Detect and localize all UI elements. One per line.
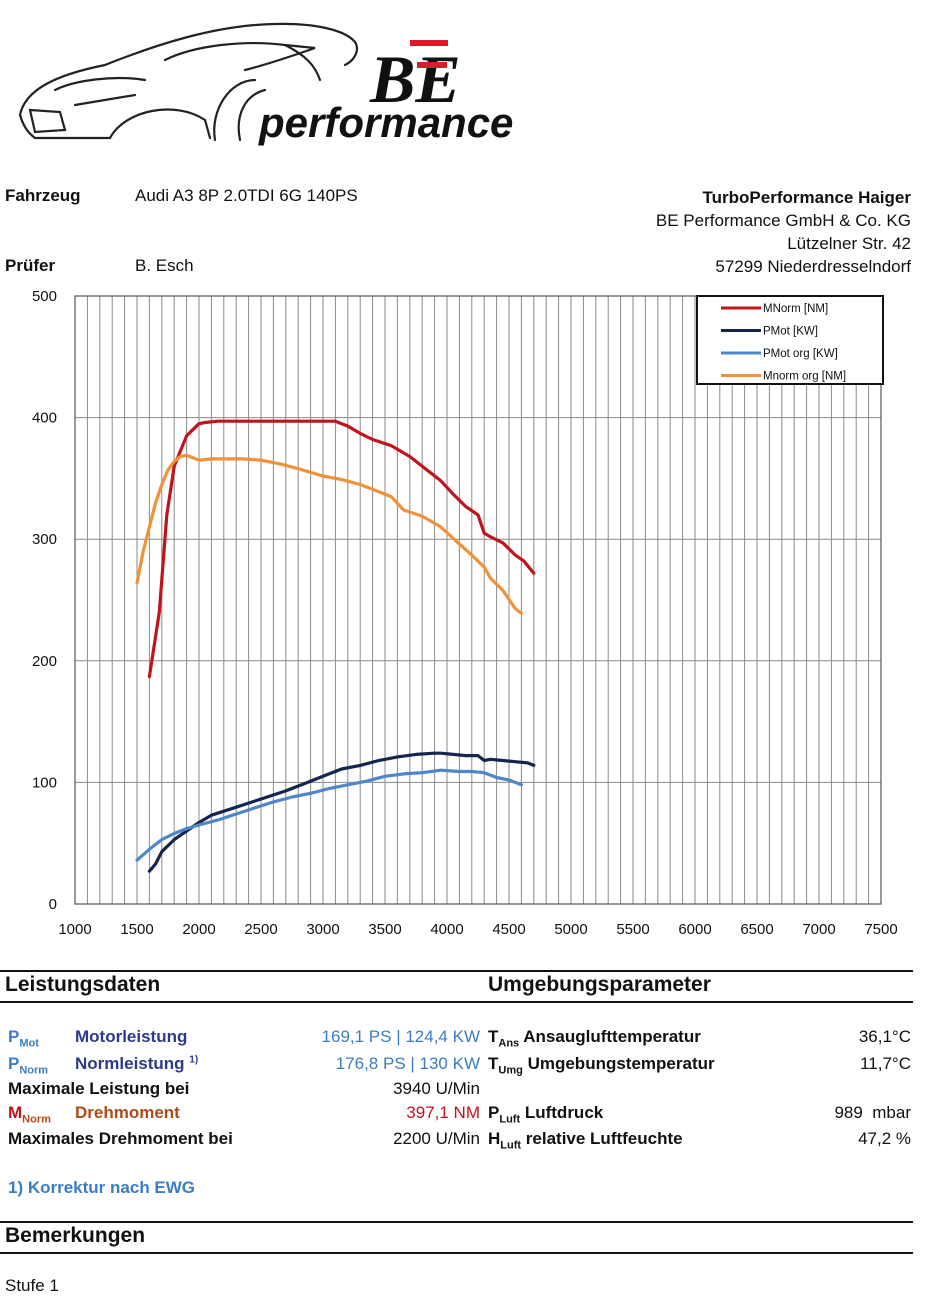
perf-value-motorleistung: 169,1 PS | 124,4 KW — [321, 1027, 480, 1046]
perf-label-max-power-rpm: Maximale Leistung bei — [8, 1079, 190, 1098]
x-tick-label: 1000 — [58, 921, 91, 938]
x-tick-label: 2500 — [244, 921, 277, 938]
logo-wordmark: performance — [258, 99, 513, 146]
series-line-3 — [135, 453, 523, 615]
company-city: 57299 Niederdresselndorf — [715, 257, 911, 276]
perf-symbol-pnorm: PNorm — [8, 1054, 49, 1077]
company-address: TurboPerformance Haiger BE Performance G… — [656, 186, 911, 278]
x-tick-label: 6000 — [678, 921, 711, 938]
x-tick-label: 1500 — [120, 921, 153, 938]
x-tick-label: 6500 — [740, 921, 773, 938]
company-street: Lützelner Str. 42 — [787, 234, 911, 253]
company-name: TurboPerformance Haiger — [702, 188, 911, 207]
legend-label: PMot [KW] — [763, 326, 818, 338]
series-line-0 — [147, 419, 536, 679]
perf-label-normleistung: Normleistung 1) — [75, 1054, 199, 1073]
env-label-luftdruck: PLuft Luftdruck — [488, 1103, 604, 1126]
x-tick-label: 5500 — [616, 921, 649, 938]
y-tick-label: 500 — [32, 288, 57, 305]
section-bar-remarks — [0, 1221, 913, 1254]
footnote-ewg: 1) Korrektur nach EWG — [8, 1178, 196, 1197]
env-label-luftfeuchte: HLuft relative Luftfeuchte — [488, 1129, 683, 1152]
legend-label: Mnorm org [NM] — [763, 371, 846, 383]
x-tick-label: 7000 — [802, 921, 835, 938]
remarks-text: Stufe 1 — [5, 1276, 59, 1295]
series-line-2 — [135, 768, 523, 862]
y-tick-label: 400 — [32, 410, 57, 427]
x-tick-label: 4500 — [492, 921, 525, 938]
x-tick-label: 2000 — [182, 921, 215, 938]
env-value-ansaugluft: 36,1°C — [858, 1027, 911, 1046]
perf-label-max-torque-rpm: Maximales Drehmoment bei — [8, 1129, 233, 1148]
y-tick-label: 100 — [32, 774, 57, 791]
tester-value: B. Esch — [135, 256, 194, 275]
environment-title: Umgebungsparameter — [488, 973, 711, 996]
tester-label: Prüfer — [5, 256, 56, 275]
x-tick-label: 3500 — [368, 921, 401, 938]
env-value-luftdruck: 989 mbar — [834, 1103, 911, 1122]
x-tick-label: 3000 — [306, 921, 339, 938]
env-value-luftfeuchte: 47,2 % — [858, 1129, 911, 1148]
legend-label: PMot org [KW] — [763, 348, 838, 360]
y-tick-label: 200 — [32, 653, 57, 670]
section-bar-data — [0, 970, 913, 1003]
vehicle-label: Fahrzeug — [5, 186, 81, 205]
env-value-umgebung: 11,7°C — [860, 1054, 911, 1073]
plot-frame — [74, 295, 882, 905]
performance-title: Leistungsdaten — [5, 973, 161, 996]
logo-mark: BE — [369, 41, 461, 117]
car-silhouette-icon — [18, 22, 359, 142]
x-tick-label: 7500 — [864, 921, 897, 938]
perf-symbol-pmot: PMot — [8, 1027, 39, 1050]
perf-value-drehmoment: 397,1 NM — [406, 1103, 480, 1122]
vehicle-value: Audi A3 8P 2.0TDI 6G 140PS — [135, 186, 358, 205]
y-tick-label: 300 — [32, 531, 57, 548]
env-label-ansaugluft: TAns Ansauglufttemperatur — [488, 1027, 701, 1050]
perf-value-max-power-rpm: 3940 U/Min — [393, 1079, 480, 1098]
dyno-chart: 1000 1500 2000 2500 3000 3500 4000 4500 5000 5500… — [32, 288, 898, 938]
y-tick-label: 0 — [49, 896, 57, 913]
company-legal: BE Performance GmbH & Co. KG — [655, 211, 911, 230]
remarks-title: Bemerkungen — [5, 1224, 146, 1247]
perf-label-motorleistung: Motorleistung — [75, 1027, 188, 1046]
perf-value-max-torque-rpm: 2200 U/Min — [393, 1129, 480, 1148]
legend-label: MNorm [NM] — [763, 303, 828, 315]
legend-box — [696, 295, 884, 385]
x-tick-label: 4000 — [430, 921, 463, 938]
perf-label-drehmoment: Drehmoment — [75, 1103, 180, 1122]
env-label-umgebung: TUmg Umgebungstemperatur — [488, 1054, 715, 1077]
perf-value-normleistung: 176,8 PS | 130 KW — [335, 1054, 480, 1073]
x-tick-label: 5000 — [554, 921, 587, 938]
be-performance-logo: BE performance — [18, 22, 513, 146]
perf-symbol-mnorm: MNorm — [8, 1103, 51, 1126]
